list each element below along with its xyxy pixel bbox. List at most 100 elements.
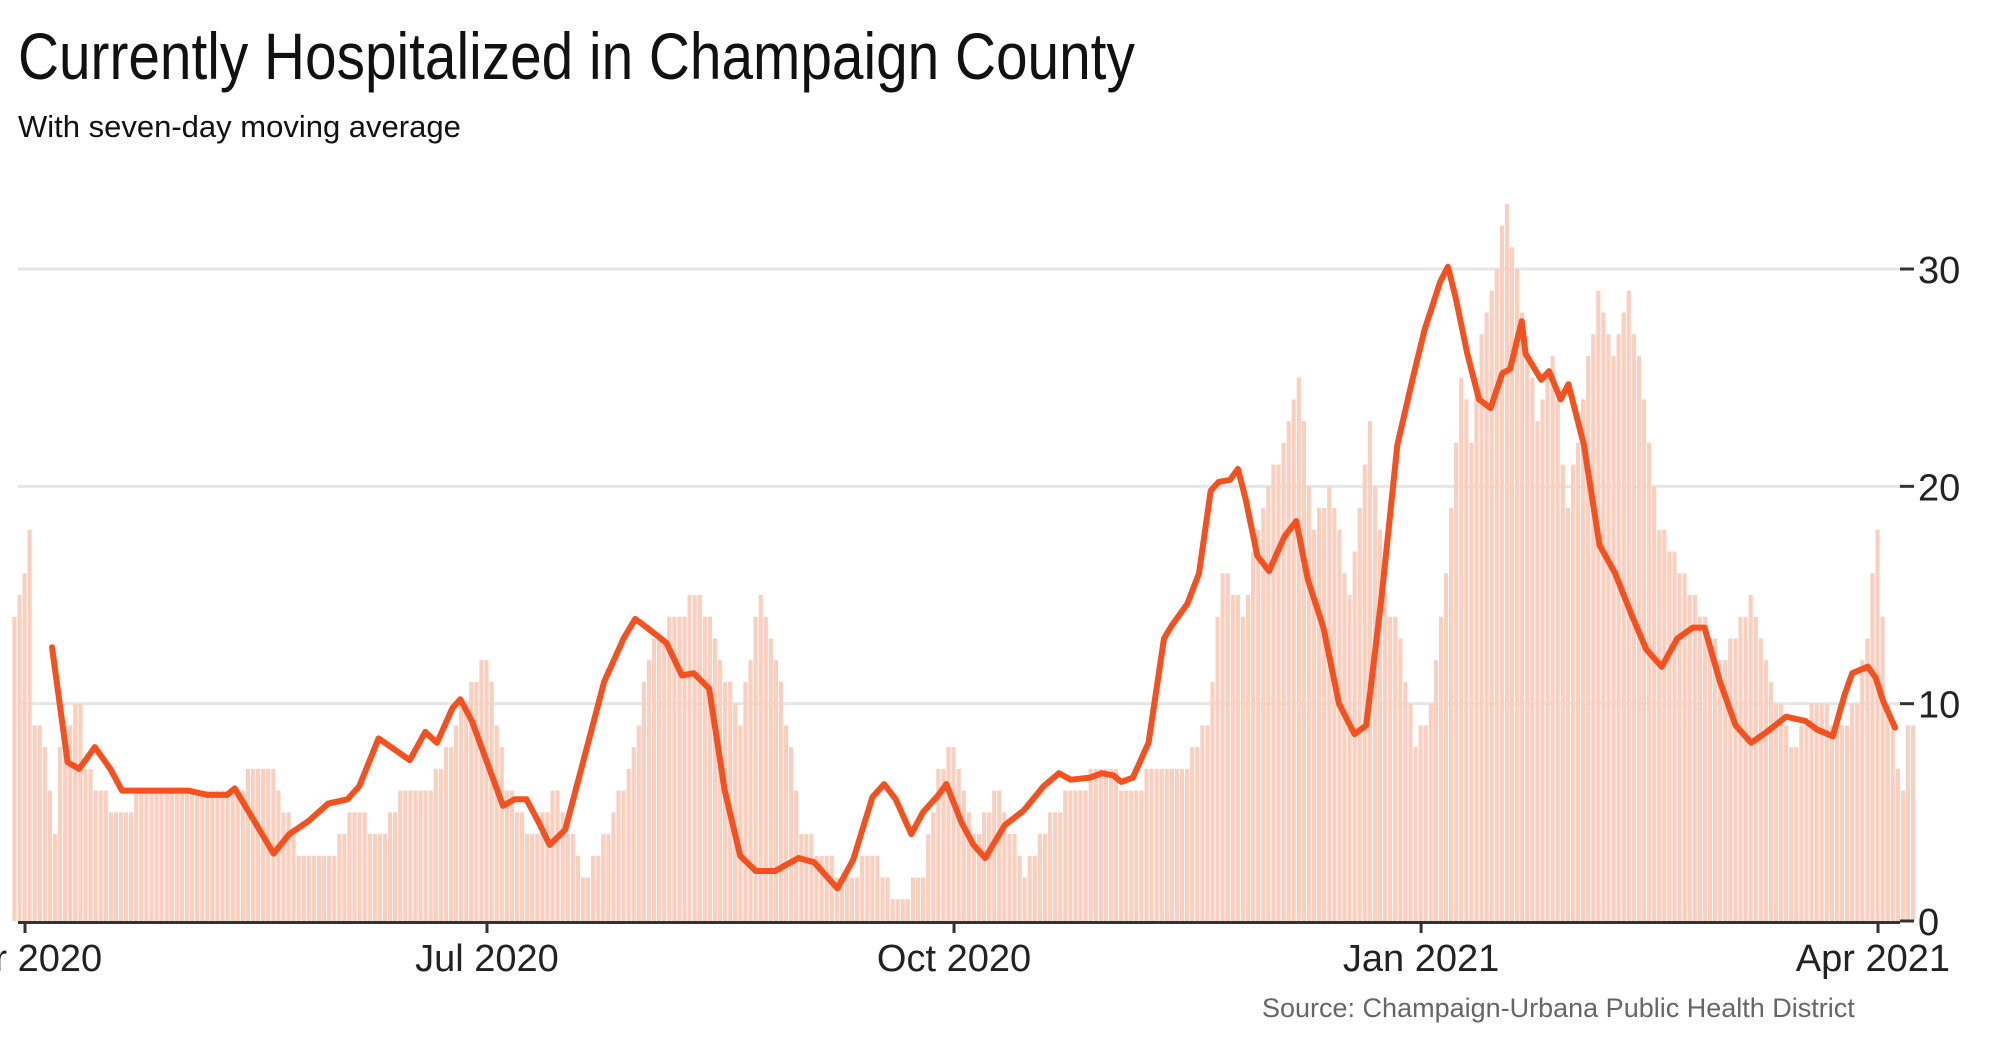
daily-bar xyxy=(1535,421,1540,921)
daily-bar xyxy=(489,681,494,921)
daily-bar xyxy=(42,747,47,921)
daily-bar xyxy=(1271,464,1276,921)
daily-bar xyxy=(1672,551,1677,921)
daily-bar xyxy=(1860,660,1865,921)
daily-bar xyxy=(1474,377,1479,921)
daily-bar xyxy=(915,877,921,921)
daily-bar xyxy=(93,790,98,921)
daily-bar xyxy=(1606,334,1611,921)
daily-bar xyxy=(479,660,484,921)
chart-subtitle: With seven-day moving average xyxy=(18,109,461,144)
daily-bar xyxy=(1677,573,1682,921)
daily-bar xyxy=(52,834,58,921)
daily-bar xyxy=(1814,703,1819,921)
daily-bar xyxy=(860,855,865,921)
daily-bar xyxy=(707,616,712,921)
daily-bar xyxy=(1733,638,1738,921)
daily-bar xyxy=(235,790,240,921)
daily-bar xyxy=(702,616,707,921)
daily-bar xyxy=(438,768,443,921)
daily-bar xyxy=(1327,486,1332,921)
daily-bar xyxy=(1408,703,1413,921)
daily-bar xyxy=(773,660,778,921)
daily-bar xyxy=(601,834,606,921)
daily-bar xyxy=(733,703,738,921)
daily-bar xyxy=(1322,508,1327,921)
daily-bar xyxy=(413,790,418,921)
daily-bar xyxy=(875,855,880,921)
daily-bar xyxy=(1525,355,1530,921)
daily-bar xyxy=(1479,334,1484,921)
daily-bar xyxy=(1713,638,1718,921)
daily-bar xyxy=(981,812,987,921)
daily-bar xyxy=(616,790,621,921)
daily-bar xyxy=(509,790,515,921)
daily-bar xyxy=(1438,616,1444,921)
daily-bar xyxy=(1088,768,1093,921)
daily-bar xyxy=(311,855,317,921)
daily-bar xyxy=(240,790,245,921)
daily-bar xyxy=(1098,768,1103,921)
daily-bar xyxy=(1773,703,1779,921)
daily-bar xyxy=(768,638,773,921)
daily-bar xyxy=(1388,616,1393,921)
daily-bar xyxy=(819,855,824,921)
x-tick-label: Oct 2020 xyxy=(877,938,1031,980)
daily-bar xyxy=(58,747,63,921)
daily-bar xyxy=(824,855,829,921)
daily-bar xyxy=(1611,355,1616,921)
daily-bar xyxy=(611,812,616,921)
daily-bar xyxy=(651,638,657,921)
daily-bar xyxy=(1702,616,1708,921)
daily-bar xyxy=(1870,573,1875,921)
daily-bar xyxy=(560,812,565,921)
daily-bar xyxy=(1799,725,1804,921)
daily-bar xyxy=(1134,790,1139,921)
daily-bar xyxy=(301,855,306,921)
daily-bar xyxy=(900,899,905,921)
daily-bar xyxy=(1225,573,1230,921)
daily-bar xyxy=(712,638,718,921)
daily-bar xyxy=(1850,703,1855,921)
daily-bar xyxy=(687,595,692,921)
daily-bar xyxy=(200,790,205,921)
daily-bar xyxy=(1337,529,1342,921)
daily-bar xyxy=(1885,703,1890,921)
daily-bar xyxy=(1428,703,1433,921)
daily-bar xyxy=(1058,812,1063,921)
daily-bar xyxy=(118,812,124,921)
y-tick-label: 30 xyxy=(1918,250,1960,292)
daily-bar xyxy=(332,855,337,921)
daily-bar xyxy=(621,790,626,921)
daily-bar xyxy=(362,812,367,921)
daily-bar xyxy=(834,877,839,921)
daily-bar xyxy=(1591,334,1596,921)
daily-bar xyxy=(195,790,200,921)
daily-bar xyxy=(1149,768,1154,921)
daily-bar xyxy=(474,681,479,921)
daily-bar xyxy=(1433,660,1438,921)
daily-bar xyxy=(393,812,398,921)
daily-bar xyxy=(1159,768,1164,921)
daily-bar xyxy=(1459,377,1464,921)
daily-bar xyxy=(1570,464,1576,921)
daily-bar xyxy=(433,768,438,921)
daily-bar xyxy=(1027,855,1032,921)
daily-bar xyxy=(1596,290,1601,922)
daily-bar xyxy=(271,768,276,921)
daily-bar xyxy=(17,595,22,921)
daily-bar xyxy=(966,812,971,921)
source-note: Source: Champaign-Urbana Public Health D… xyxy=(1262,993,1855,1023)
daily-bar xyxy=(1895,768,1900,921)
daily-bar xyxy=(1829,725,1834,921)
daily-bar xyxy=(885,877,890,921)
daily-bar xyxy=(1210,681,1215,921)
line-group xyxy=(49,263,1898,892)
daily-bar xyxy=(1545,377,1550,921)
daily-bar xyxy=(1834,725,1840,921)
daily-bar xyxy=(1499,225,1504,921)
daily-bar xyxy=(738,725,743,921)
daily-bar xyxy=(865,855,870,921)
daily-bar xyxy=(357,812,362,921)
